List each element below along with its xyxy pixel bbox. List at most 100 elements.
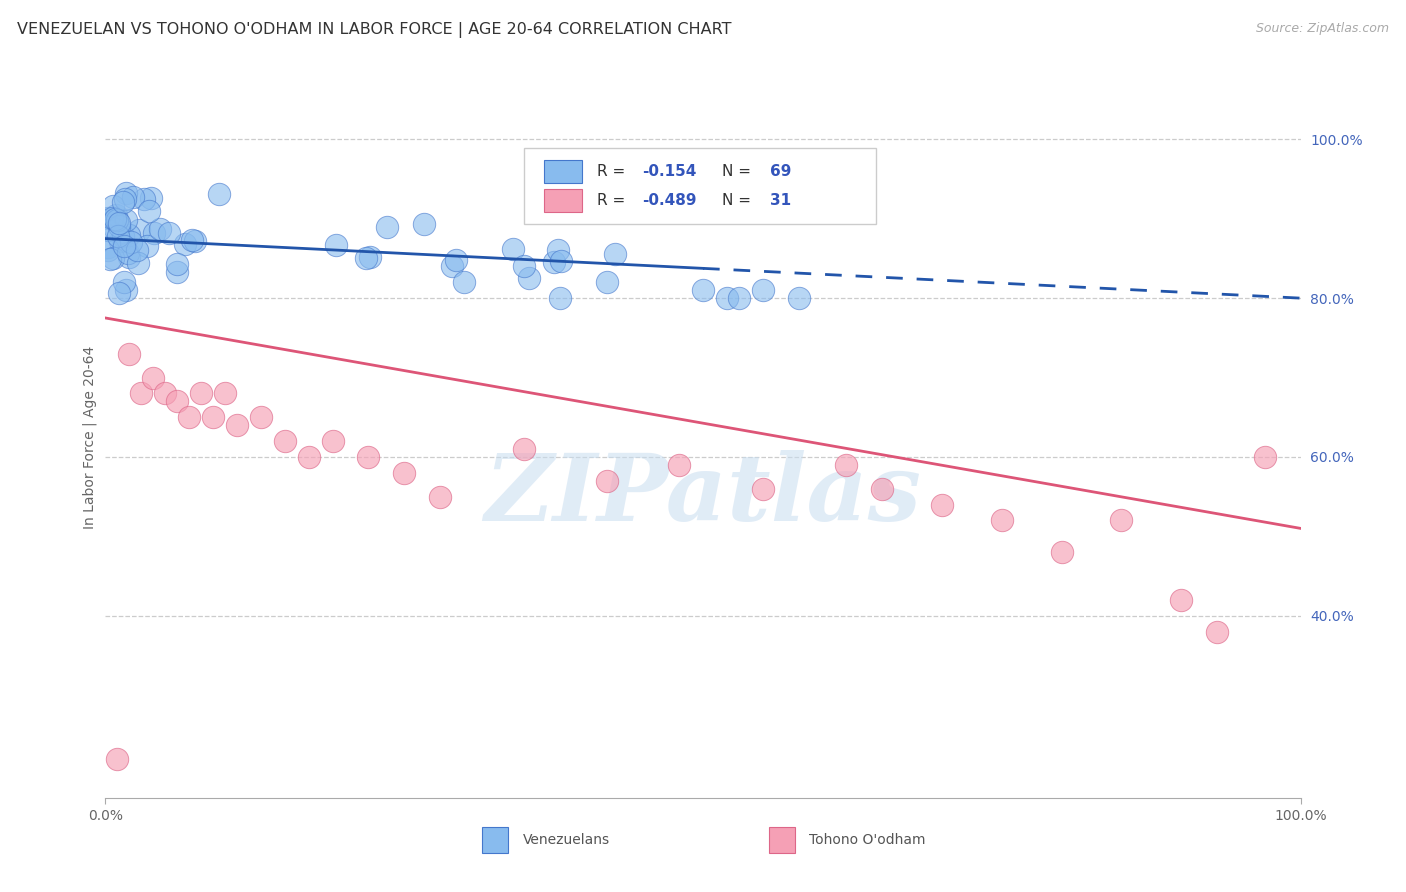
Point xyxy=(547,244,569,258)
Point xyxy=(214,386,236,401)
Point xyxy=(118,227,141,242)
Point xyxy=(174,236,197,251)
Point xyxy=(668,458,690,472)
Point xyxy=(548,291,571,305)
Point xyxy=(166,394,188,409)
Point xyxy=(117,245,139,260)
Point xyxy=(375,220,398,235)
Point xyxy=(180,233,202,247)
Point xyxy=(112,275,135,289)
Point xyxy=(931,498,953,512)
Point xyxy=(105,212,128,227)
Point xyxy=(359,250,381,264)
Point xyxy=(112,228,135,243)
Point xyxy=(190,386,212,401)
Point xyxy=(103,252,125,266)
Point xyxy=(692,283,714,297)
Text: N =: N = xyxy=(723,194,756,209)
Point xyxy=(128,223,150,237)
Point xyxy=(250,410,273,425)
Point xyxy=(115,186,138,200)
Point xyxy=(153,386,177,401)
Point xyxy=(787,291,810,305)
Point xyxy=(107,751,129,765)
Point xyxy=(429,490,451,504)
Point xyxy=(444,252,467,267)
Point xyxy=(325,237,347,252)
Point xyxy=(543,255,565,269)
Point xyxy=(513,442,536,456)
Text: -0.154: -0.154 xyxy=(643,164,696,179)
Point xyxy=(127,256,149,270)
Point xyxy=(114,193,136,207)
Point xyxy=(751,482,773,496)
Point xyxy=(112,238,135,252)
Point xyxy=(751,283,773,297)
Text: R =: R = xyxy=(596,164,630,179)
Point xyxy=(138,204,160,219)
Point xyxy=(298,450,321,464)
Point xyxy=(111,237,134,252)
Point xyxy=(101,199,124,213)
Point xyxy=(129,386,153,401)
Point xyxy=(357,450,380,464)
Point xyxy=(550,254,572,268)
Point xyxy=(453,275,475,289)
Point xyxy=(108,234,131,248)
Point xyxy=(114,212,136,227)
Point xyxy=(98,252,121,266)
Point xyxy=(122,189,145,203)
Point xyxy=(108,219,131,233)
Point xyxy=(202,410,225,425)
Point xyxy=(97,223,120,237)
Point xyxy=(108,216,131,230)
Point xyxy=(166,257,188,271)
Point xyxy=(142,370,165,384)
Point xyxy=(139,191,162,205)
Point xyxy=(166,265,188,279)
Point xyxy=(132,192,155,206)
Text: 31: 31 xyxy=(770,194,792,209)
Point xyxy=(120,235,142,249)
Point xyxy=(107,229,129,244)
Point xyxy=(990,513,1012,527)
Text: Source: ZipAtlas.com: Source: ZipAtlas.com xyxy=(1256,22,1389,36)
FancyBboxPatch shape xyxy=(544,161,582,184)
Point xyxy=(596,275,619,289)
FancyBboxPatch shape xyxy=(769,827,794,853)
Point xyxy=(135,238,157,252)
Text: ZIPatlas: ZIPatlas xyxy=(485,450,921,540)
Y-axis label: In Labor Force | Age 20-64: In Labor Force | Age 20-64 xyxy=(83,345,97,529)
Point xyxy=(728,291,751,305)
FancyBboxPatch shape xyxy=(482,827,508,853)
Point xyxy=(97,240,120,254)
Point xyxy=(440,259,463,273)
Point xyxy=(596,474,619,488)
Point xyxy=(835,458,858,472)
Point xyxy=(1050,545,1073,559)
Text: Venezuelans: Venezuelans xyxy=(523,833,610,847)
Text: Tohono O'odham: Tohono O'odham xyxy=(810,833,927,847)
FancyBboxPatch shape xyxy=(524,148,876,224)
Point xyxy=(157,227,180,241)
Point xyxy=(184,234,207,248)
Point xyxy=(127,244,149,258)
FancyBboxPatch shape xyxy=(544,189,582,212)
Point xyxy=(517,271,540,285)
Point xyxy=(143,226,166,240)
Point xyxy=(605,247,627,261)
Point xyxy=(208,186,231,201)
Point xyxy=(502,242,524,256)
Point xyxy=(872,482,894,496)
Point xyxy=(177,410,201,425)
Text: -0.489: -0.489 xyxy=(643,194,696,209)
Point xyxy=(101,211,124,226)
Point xyxy=(413,217,436,231)
Point xyxy=(104,208,127,222)
Point xyxy=(104,221,127,235)
Point xyxy=(513,260,536,274)
Text: N =: N = xyxy=(723,164,756,179)
Point xyxy=(392,466,416,480)
Point xyxy=(97,243,120,257)
Point xyxy=(716,291,738,305)
